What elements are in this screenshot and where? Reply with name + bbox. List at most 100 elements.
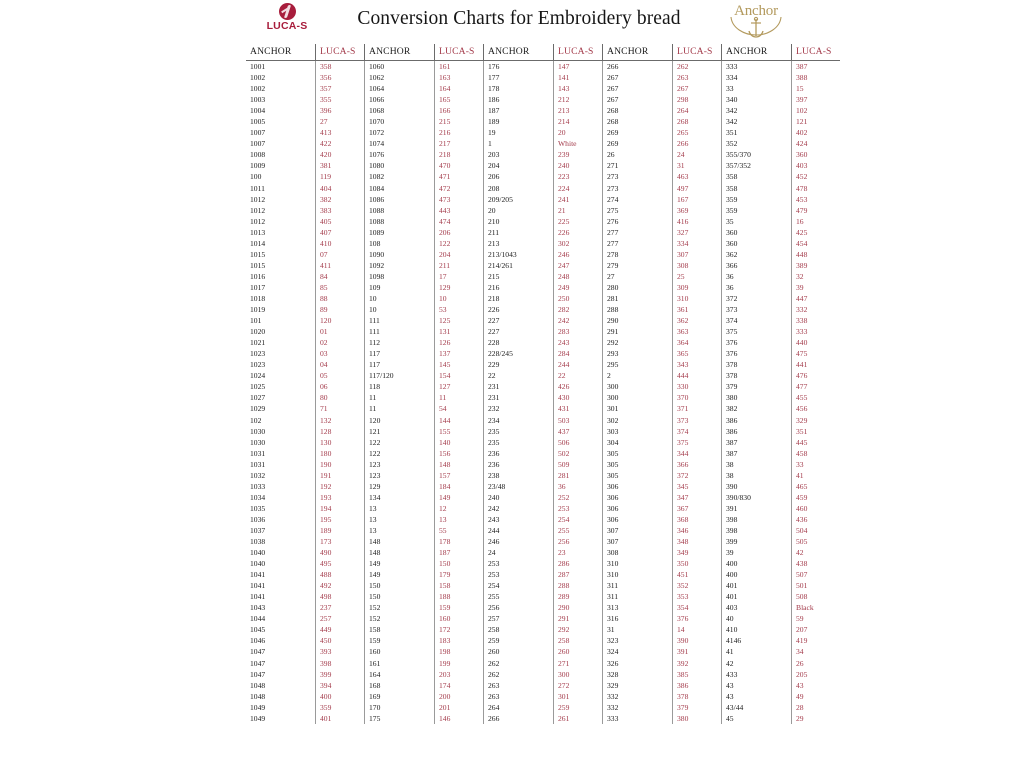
cell-lucas: 147 bbox=[553, 60, 603, 73]
cell-lucas: 223 bbox=[553, 171, 603, 183]
cell-lucas: 437 bbox=[553, 425, 603, 437]
table-row: 1007 413 1072 216 19 20 269 265 351 402 bbox=[246, 127, 840, 139]
table-row: 1021 02 112 126 228 243 292 364 376 440 bbox=[246, 337, 840, 349]
cell-anchor: 1060 bbox=[364, 60, 435, 73]
cell-lucas: 410 bbox=[315, 237, 365, 249]
cell-anchor: 4146 bbox=[721, 635, 792, 647]
cell-anchor: 433 bbox=[721, 668, 792, 680]
cell-anchor: 378 bbox=[721, 370, 792, 382]
table-row: 1043 237 152 159 256 290 313 354 403 Black bbox=[246, 602, 840, 614]
cell-lucas: 378 bbox=[672, 690, 722, 702]
cell-anchor: 326 bbox=[602, 657, 673, 669]
cell-anchor: 267 bbox=[602, 72, 673, 84]
cell-anchor: 109 bbox=[364, 281, 435, 293]
table-row: 1048 400 169 200 263 301 332 378 43 49 bbox=[246, 690, 840, 702]
table-row: 1023 04 117 145 229 244 295 343 378 441 bbox=[246, 359, 840, 371]
cell-anchor: 228/245 bbox=[483, 348, 554, 360]
cell-anchor: 152 bbox=[364, 602, 435, 614]
cell-lucas: 157 bbox=[434, 469, 484, 481]
cell-anchor: 1032 bbox=[250, 470, 266, 480]
cell-lucas: 346 bbox=[672, 524, 722, 537]
cell-lucas: 363 bbox=[672, 326, 722, 338]
cell-lucas: 165 bbox=[434, 94, 484, 106]
cell-anchor: 152 bbox=[364, 613, 435, 625]
conversion-table-container: ANCHOR LUCA-S ANCHOR LUCA-S ANCHOR LUCA-S ANCH… bbox=[246, 44, 840, 724]
cell-anchor: 235 bbox=[483, 436, 554, 448]
cell-anchor: 232 bbox=[483, 403, 554, 415]
cell-lucas: 354 bbox=[672, 602, 722, 614]
cell-anchor: 311 bbox=[602, 591, 673, 603]
cell-lucas: 473 bbox=[434, 193, 484, 205]
cell-lucas: 195 bbox=[315, 513, 365, 525]
cell-lucas: 163 bbox=[434, 72, 484, 84]
cell-lucas: 36 bbox=[553, 480, 603, 492]
table-row: 1009 381 1080 470 204 240 271 31 357/352 403 bbox=[246, 160, 840, 172]
cell-lucas: 413 bbox=[315, 127, 365, 139]
cell-anchor: 13 bbox=[364, 513, 435, 525]
lucas-brand-label: LUCA-S bbox=[266, 20, 308, 32]
cell-lucas: 407 bbox=[315, 226, 365, 238]
cell-lucas: 362 bbox=[672, 315, 722, 327]
cell-anchor: 211 bbox=[483, 226, 554, 238]
cell-lucas: 02 bbox=[315, 337, 365, 349]
cell-lucas: 396 bbox=[315, 105, 365, 117]
table-row: 1035 194 13 12 242 253 306 367 391 460 bbox=[246, 502, 840, 514]
cell-anchor: 33 bbox=[721, 83, 792, 95]
cell-anchor: 236 bbox=[483, 458, 554, 470]
cell-anchor: 352 bbox=[721, 138, 792, 150]
cell-anchor: 1015 bbox=[250, 249, 266, 259]
cell-lucas: 122 bbox=[434, 237, 484, 249]
cell-lucas: 386 bbox=[672, 679, 722, 691]
cell-lucas: 218 bbox=[434, 149, 484, 161]
cell-anchor: 360 bbox=[721, 237, 792, 249]
cell-anchor: 10 bbox=[364, 304, 435, 316]
cell-anchor: 243 bbox=[483, 513, 554, 525]
cell-lucas: 190 bbox=[315, 458, 365, 470]
table-row: 1047 393 160 198 260 260 324 391 41 34 bbox=[246, 646, 840, 658]
cell-lucas: 41 bbox=[791, 469, 840, 481]
cell-lucas: 454 bbox=[791, 237, 840, 249]
cell-lucas: 329 bbox=[791, 414, 840, 426]
cell-anchor: 391 bbox=[721, 502, 792, 514]
cell-anchor: 134 bbox=[364, 491, 435, 503]
cell-anchor: 227 bbox=[483, 315, 554, 327]
cell-anchor: 400 bbox=[721, 569, 792, 581]
cell-lucas: 241 bbox=[553, 193, 603, 205]
cell-lucas: 213 bbox=[553, 105, 603, 117]
table-row: 100 119 1082 471 206 223 273 463 358 452 bbox=[246, 171, 840, 183]
cell-lucas: 258 bbox=[553, 635, 603, 647]
cell-lucas: 291 bbox=[553, 613, 603, 625]
cell-anchor: 1017 bbox=[250, 282, 266, 292]
table-row: 1027 80 11 11 231 430 300 370 380 455 bbox=[246, 392, 840, 404]
cell-anchor: 269 bbox=[602, 138, 673, 150]
table-row: 1049 401 175 146 266 261 333 380 45 29 bbox=[246, 712, 840, 724]
cell-anchor: 1009 bbox=[250, 161, 266, 171]
cell-anchor: 359 bbox=[721, 193, 792, 205]
cell-anchor: 274 bbox=[602, 193, 673, 205]
cell-lucas: 263 bbox=[672, 72, 722, 84]
cell-anchor: 1086 bbox=[364, 193, 435, 205]
cell-lucas: 475 bbox=[791, 348, 840, 360]
cell-anchor: 277 bbox=[602, 237, 673, 249]
cell-anchor: 10 bbox=[364, 292, 435, 305]
cell-lucas: 286 bbox=[553, 558, 603, 570]
cell-lucas: 10 bbox=[434, 292, 484, 305]
cell-lucas: 31 bbox=[672, 160, 722, 172]
cell-lucas: 310 bbox=[672, 292, 722, 305]
cell-anchor: 123 bbox=[364, 458, 435, 470]
cell-lucas: 364 bbox=[672, 337, 722, 349]
anchor-logo: Anchor bbox=[722, 4, 790, 44]
cell-lucas: 345 bbox=[672, 480, 722, 492]
cell-anchor: 333 bbox=[602, 712, 673, 724]
cell-anchor: 1020 bbox=[250, 327, 266, 337]
cell-anchor: 266 bbox=[483, 712, 554, 724]
cell-anchor: 313 bbox=[602, 602, 673, 614]
cell-anchor: 158 bbox=[364, 624, 435, 636]
cell-anchor: 1045 bbox=[250, 625, 266, 635]
table-row: 1020 01 111 131 227 283 291 363 375 333 bbox=[246, 326, 840, 338]
cell-lucas: 39 bbox=[791, 281, 840, 293]
cell-lucas: 242 bbox=[553, 315, 603, 327]
cell-anchor: 19 bbox=[483, 127, 554, 139]
cell-lucas: 368 bbox=[672, 513, 722, 525]
cell-lucas: 284 bbox=[553, 348, 603, 360]
